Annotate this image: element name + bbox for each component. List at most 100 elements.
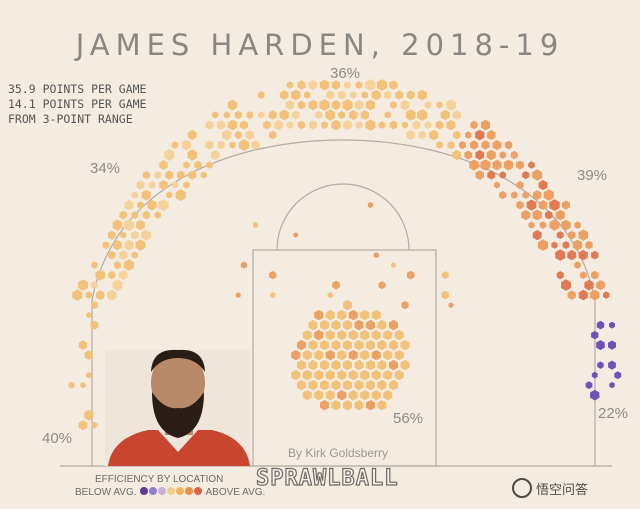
hexbin (147, 199, 157, 211)
hexbin (148, 181, 156, 189)
hexbin (591, 371, 598, 379)
legend: BELOW AVG. ABOVE AVG. (75, 487, 265, 498)
hexbin (325, 390, 335, 401)
hexbin (302, 349, 312, 361)
hexbin (383, 369, 393, 381)
hexbin (165, 170, 174, 180)
hexbin (376, 79, 388, 91)
hexbin (164, 149, 175, 161)
hexbin (269, 270, 277, 280)
hexbin (141, 189, 151, 201)
hexbin (543, 189, 554, 201)
hexbin (314, 309, 324, 321)
hexbin (480, 119, 491, 131)
hexbin (119, 210, 128, 220)
hexbin (567, 290, 576, 300)
hexbin (319, 99, 330, 111)
hexbin (470, 120, 478, 130)
hexbin (400, 339, 410, 351)
hexbin (302, 390, 312, 401)
hexbin (475, 170, 484, 180)
hexbin (124, 199, 134, 211)
watermark-text: 悟空问答 (536, 482, 589, 498)
hexbin (591, 270, 599, 280)
hexbin (429, 129, 439, 141)
hexbin (223, 111, 230, 119)
hexbin (286, 81, 294, 89)
hexbin (561, 219, 571, 231)
hexbin (342, 99, 353, 111)
hexbin (84, 350, 93, 360)
legend-swatch (166, 487, 175, 495)
hexbin (446, 119, 456, 131)
hexbin (137, 201, 144, 209)
hexbin (354, 339, 364, 351)
hexbin (572, 239, 583, 251)
hexbin (291, 349, 301, 361)
hexbin (337, 90, 346, 100)
hexbin (545, 210, 553, 220)
hexbin (360, 349, 370, 361)
hexbin (293, 232, 299, 238)
chart-title: JAMES HARDEN, 2018-19 (75, 28, 565, 62)
hexbin (331, 379, 341, 391)
zone-label-top: 36% (330, 65, 361, 82)
hexbin (325, 309, 335, 321)
hexbin (308, 359, 318, 371)
hexbin (424, 121, 432, 129)
hexbin (383, 390, 393, 401)
hexbin (348, 309, 358, 321)
hexbin (568, 230, 576, 240)
hexbin (367, 201, 374, 209)
hexbin (320, 379, 329, 391)
hexbin (78, 279, 88, 291)
hexbin (591, 331, 599, 340)
hexbin (446, 99, 456, 111)
hexbin (331, 119, 341, 131)
zone-label-right-corner: 22% (598, 405, 629, 422)
hexbin (314, 390, 324, 401)
hexbin (227, 99, 238, 111)
hexbin (331, 319, 341, 331)
zone-label-paint: 56% (393, 410, 424, 427)
stats-block: 35.9 POINTS PER GAME 14.1 POINTS PER GAM… (8, 82, 146, 127)
hexbin (337, 349, 347, 361)
hexbin (452, 110, 461, 120)
hexbin (252, 222, 259, 229)
free-throw-circle (276, 183, 410, 251)
hexbin (176, 170, 185, 180)
hexbin (475, 150, 485, 160)
hexbin (377, 400, 387, 411)
hexbin (183, 181, 190, 189)
hexbin (158, 199, 169, 211)
hexbin (522, 191, 529, 199)
hexbin (142, 210, 150, 220)
hexbin (389, 379, 398, 391)
hexbin (343, 120, 352, 130)
hexbin (314, 329, 324, 341)
hexbin (348, 329, 358, 341)
hexbin (360, 110, 369, 120)
hexbin (366, 339, 375, 351)
hexbin (136, 180, 145, 190)
hexbin (537, 239, 549, 251)
hexbin (596, 340, 605, 351)
hexbin (499, 191, 507, 200)
hexbin (492, 159, 502, 171)
hexbin (279, 109, 289, 121)
stat-line-1: 35.9 POINTS PER GAME (8, 82, 147, 96)
hexbin (166, 191, 173, 199)
hexbin (86, 312, 92, 319)
hexbin (590, 289, 600, 301)
legend-title: EFFICIENCY BY LOCATION (95, 474, 224, 485)
hexbin (348, 110, 358, 120)
hexbin (608, 360, 616, 370)
hexbin (320, 400, 329, 411)
hexbin (297, 379, 306, 391)
hexbin (365, 79, 376, 91)
zone-label-left-corner: 40% (42, 430, 73, 447)
hexbin (533, 190, 542, 200)
hexbin (486, 149, 496, 161)
